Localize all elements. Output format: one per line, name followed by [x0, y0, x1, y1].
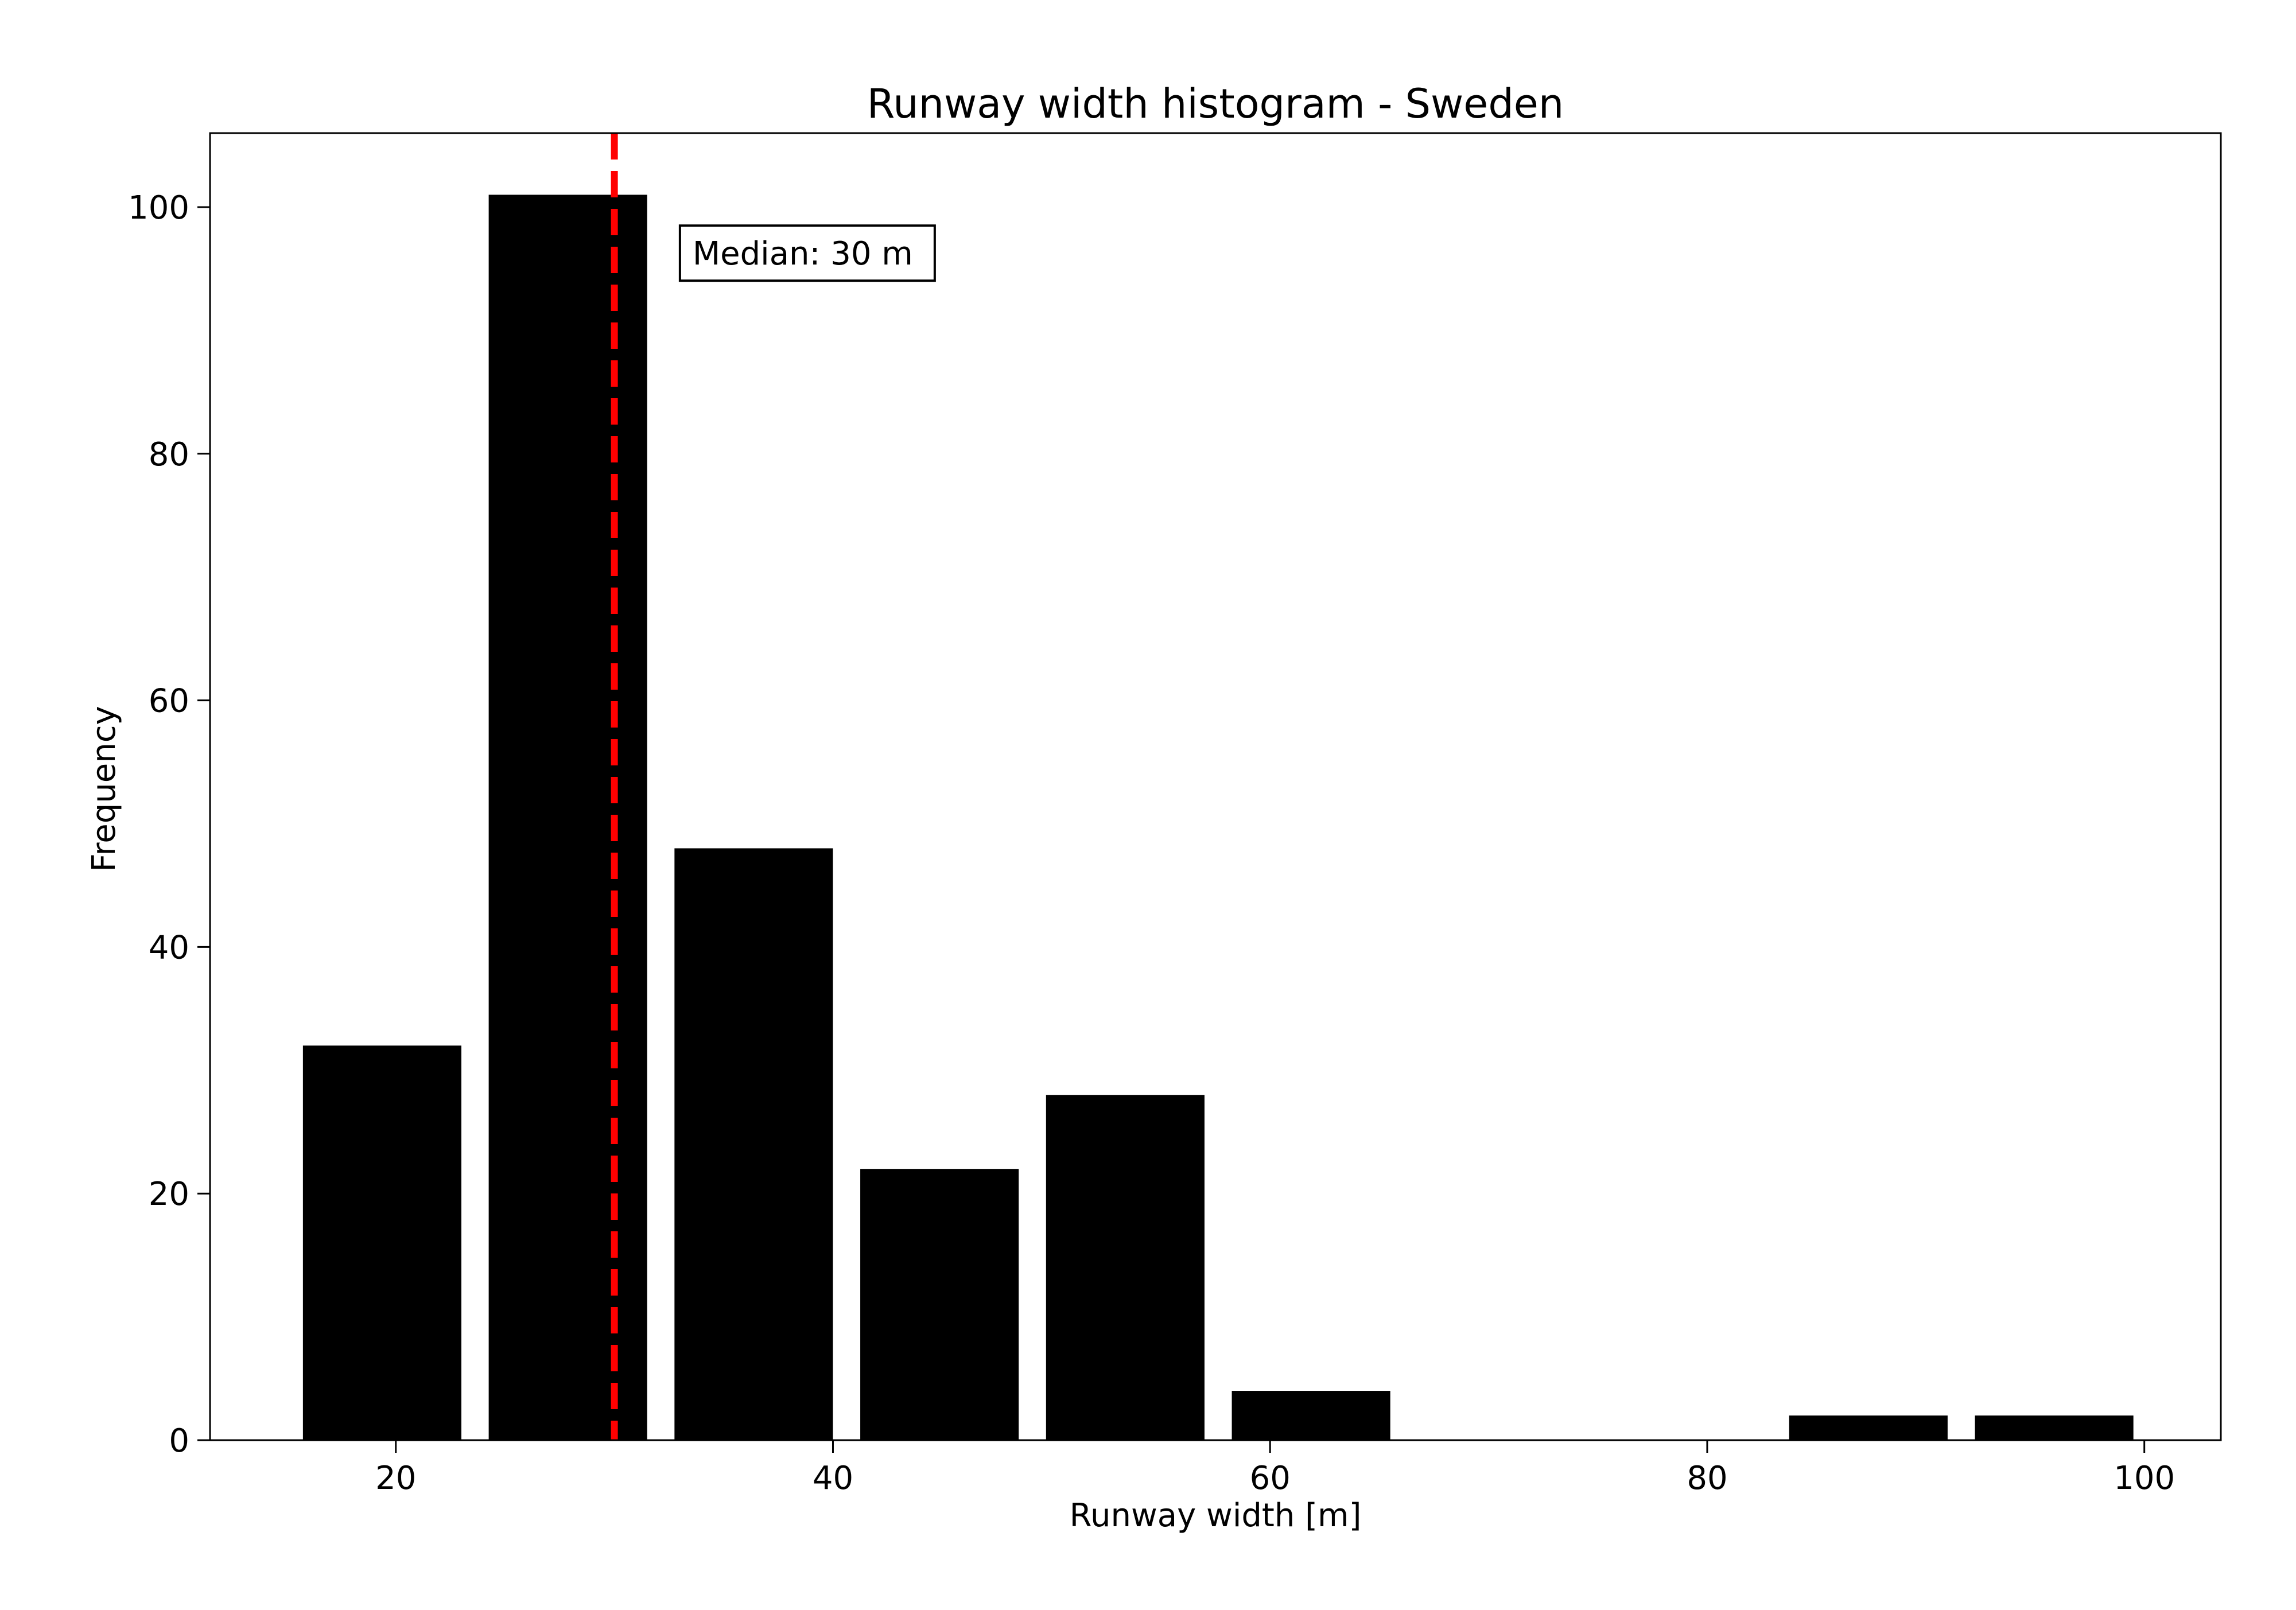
x-axis-label: Runway width [m]	[1070, 1497, 1362, 1534]
median-annotation: Median: 30 m	[678, 224, 936, 282]
bars-group	[302, 195, 2134, 1440]
y-tick-label: 40	[149, 929, 189, 966]
x-tick-label: 20	[375, 1460, 416, 1497]
y-tick-label: 60	[149, 683, 189, 720]
histogram-bar-2	[488, 195, 647, 1440]
y-tick-label: 20	[149, 1176, 189, 1213]
histogram-bar-7	[1789, 1415, 1948, 1440]
histogram-bar-1	[302, 1045, 461, 1440]
median-annotation-box	[678, 224, 936, 282]
histogram-bar-4	[860, 1169, 1019, 1440]
histogram-bar-8	[1975, 1415, 2134, 1440]
y-tick-label: 80	[149, 436, 189, 473]
y-tick-label: 100	[128, 189, 189, 227]
histogram-bar-6	[1231, 1391, 1390, 1440]
x-tick-label: 60	[1250, 1460, 1291, 1497]
histogram-bar-3	[674, 848, 833, 1440]
x-tick-label: 100	[2114, 1460, 2175, 1497]
median-annotation-text: Median: 30 m	[693, 235, 913, 273]
x-tick-label: 80	[1687, 1460, 1727, 1497]
histogram-bar-5	[1046, 1095, 1205, 1440]
x-tick-label: 40	[813, 1460, 853, 1497]
y-axis-label: Frequency	[86, 706, 123, 872]
y-tick-label: 0	[169, 1422, 189, 1460]
y-axis-ticks: 0 20 40 60 80 100	[128, 189, 210, 1460]
chart-title: Runway width histogram - Sweden	[867, 80, 1564, 127]
x-axis-ticks: 20 40 60 80 100	[375, 1440, 2175, 1497]
plot-frame	[209, 132, 2222, 1441]
